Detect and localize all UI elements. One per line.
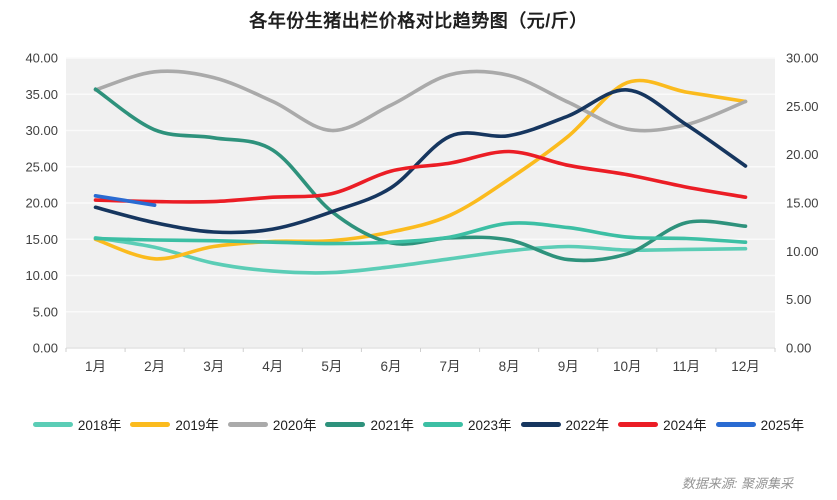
y-axis-left-label: 30.00 bbox=[25, 123, 58, 138]
x-axis-label: 4月 bbox=[262, 359, 283, 374]
y-axis-left-label: 0.00 bbox=[33, 341, 58, 356]
y-axis-right-label: 20.00 bbox=[786, 147, 819, 162]
x-axis-label: 1月 bbox=[85, 359, 106, 374]
y-axis-left-label: 10.00 bbox=[25, 268, 58, 283]
x-axis-label: 10月 bbox=[613, 359, 642, 374]
legend-item-2020年: 2020年 bbox=[227, 414, 317, 434]
series-line-2024年 bbox=[93, 149, 748, 204]
legend-label: 2025年 bbox=[760, 418, 805, 433]
legend-swatch bbox=[325, 421, 366, 427]
series-line-2023年 bbox=[93, 221, 748, 246]
y-axis-right-label: 0.00 bbox=[786, 341, 811, 356]
chart-title: 各年份生猪出栏价格对比趋势图（元/斤） bbox=[249, 11, 588, 31]
series-line-2021年 bbox=[93, 87, 748, 263]
legend-label: 2022年 bbox=[565, 418, 610, 433]
x-axis-label: 7月 bbox=[440, 359, 461, 374]
legend: 2018年 2019年 2020年 2021年 2023年 2022年 2024年 2025年 bbox=[0, 414, 837, 434]
x-axis-label: 3月 bbox=[203, 359, 224, 374]
legend-item-2022年: 2022年 bbox=[520, 414, 610, 434]
legend-label: 2023年 bbox=[468, 418, 512, 433]
legend-item-2025年: 2025年 bbox=[715, 414, 805, 434]
y-axis-right-label: 5.00 bbox=[786, 292, 811, 307]
y-axis-left-label: 15.00 bbox=[25, 232, 58, 247]
y-axis-left-label: 35.00 bbox=[25, 87, 58, 102]
line-chart-plot: 40.00 35.00 30.00 25.00 20.00 15.00 10.00 5.00 0… bbox=[25, 51, 819, 375]
legend-item-2019年: 2019年 bbox=[130, 414, 219, 434]
series-line-2019年 bbox=[93, 78, 748, 261]
x-axis-label: 5月 bbox=[321, 359, 342, 374]
y-axis-right-label: 30.00 bbox=[786, 51, 819, 66]
x-axis-label: 9月 bbox=[558, 359, 579, 374]
legend-label: 2019年 bbox=[175, 418, 219, 433]
x-axis-label: 6月 bbox=[380, 359, 401, 374]
data-source-note: 数据来源: 聚源集采 bbox=[681, 476, 793, 491]
legend-swatch bbox=[715, 421, 756, 427]
legend-swatch bbox=[618, 421, 659, 427]
legend-item-2023年: 2023年 bbox=[423, 414, 512, 434]
series-line-2025年 bbox=[93, 194, 157, 207]
legend-item-2018年: 2018年 bbox=[32, 414, 122, 434]
y-axis-right-label: 10.00 bbox=[786, 244, 819, 259]
series-line-2020年 bbox=[93, 69, 748, 133]
legend-label: 2021年 bbox=[370, 418, 414, 433]
y-axis-left-label: 25.00 bbox=[25, 159, 58, 174]
y-axis-left-label: 5.00 bbox=[33, 304, 58, 319]
legend-item-2024年: 2024年 bbox=[618, 414, 707, 434]
legend-swatch bbox=[227, 421, 268, 427]
x-axis-label: 8月 bbox=[499, 359, 520, 374]
series-line-2022年 bbox=[93, 88, 748, 235]
legend-swatch bbox=[32, 421, 73, 427]
legend-label: 2020年 bbox=[272, 418, 317, 433]
x-axis-label: 12月 bbox=[731, 359, 760, 374]
legend-item-2021年: 2021年 bbox=[325, 414, 414, 434]
legend-label: 2024年 bbox=[663, 418, 707, 433]
x-axis-label: 2月 bbox=[144, 359, 165, 374]
y-axis-right-label: 15.00 bbox=[786, 196, 819, 211]
legend-label: 2018年 bbox=[77, 418, 122, 433]
y-axis-left-label: 40.00 bbox=[25, 51, 58, 66]
legend-swatch bbox=[520, 421, 561, 427]
legend-swatch bbox=[423, 421, 463, 427]
legend-swatch bbox=[130, 421, 171, 427]
y-axis-right-label: 25.00 bbox=[786, 99, 819, 114]
x-axis-label: 11月 bbox=[673, 359, 701, 374]
y-axis-left-label: 20.00 bbox=[25, 196, 58, 211]
